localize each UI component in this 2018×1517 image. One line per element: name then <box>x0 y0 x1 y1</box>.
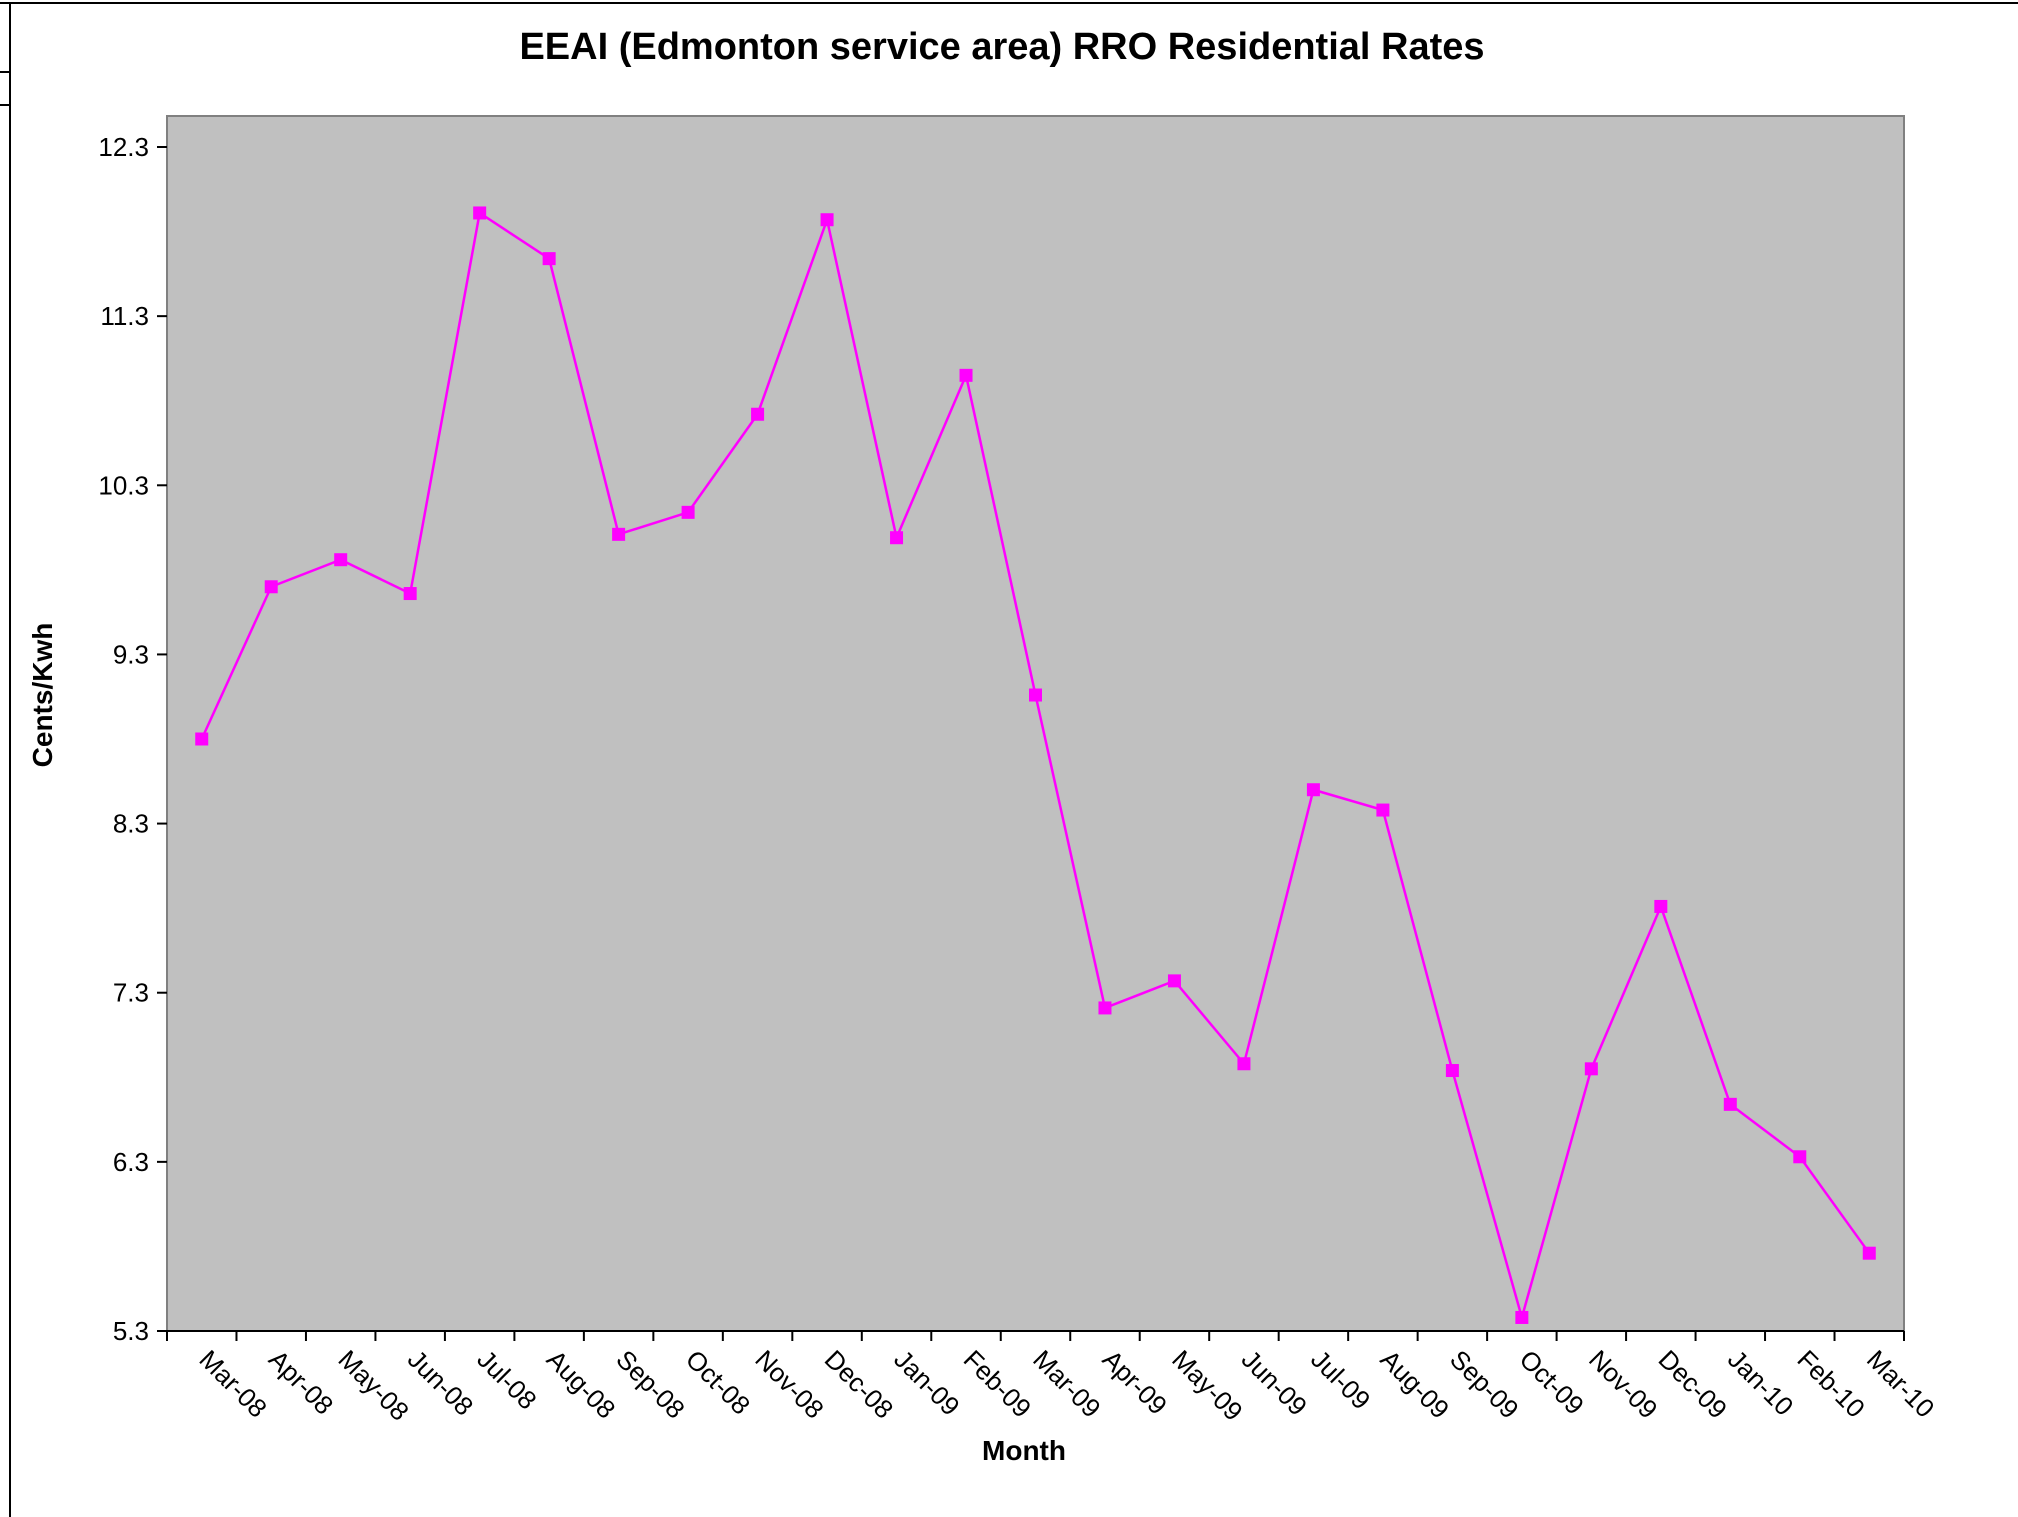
y-tick-label: 8.3 <box>113 809 149 839</box>
y-tick-label: 5.3 <box>113 1316 149 1346</box>
data-point <box>1237 1057 1251 1071</box>
y-tick-label: 11.3 <box>100 301 149 331</box>
x-tick-label: Sep-09 <box>1444 1344 1524 1424</box>
series-group <box>195 206 1876 1324</box>
data-point <box>1376 803 1390 817</box>
plot-area <box>166 115 1905 1332</box>
data-point <box>264 580 278 594</box>
x-tick-label: Feb-09 <box>958 1344 1037 1423</box>
x-tick-label: May-09 <box>1166 1344 1249 1427</box>
x-tick-label: May-08 <box>332 1344 415 1427</box>
x-tick-label: Nov-09 <box>1583 1344 1663 1424</box>
data-point <box>1167 974 1181 988</box>
data-point <box>1862 1246 1876 1260</box>
x-tick-label: Oct-08 <box>680 1344 756 1420</box>
x-axis-label: Month <box>982 1435 1066 1466</box>
x-tick-label: Feb-10 <box>1792 1344 1871 1423</box>
x-tick-label: Aug-08 <box>541 1344 621 1424</box>
data-point <box>403 587 417 601</box>
data-point <box>959 368 973 382</box>
x-axis: Mar-08Apr-08May-08Jun-08Jul-08Aug-08Sep-… <box>166 1330 1940 1427</box>
data-point <box>820 213 834 227</box>
y-tick-label: 7.3 <box>113 978 149 1008</box>
y-axis-label: Cents/Kwh <box>27 623 58 768</box>
data-point <box>542 252 556 266</box>
data-point <box>1445 1064 1459 1078</box>
data-point <box>890 531 904 545</box>
x-tick-label: Jun-08 <box>402 1344 479 1421</box>
data-point <box>1098 1001 1112 1015</box>
x-tick-label: Mar-10 <box>1861 1344 1940 1423</box>
data-point <box>1306 783 1320 797</box>
x-tick-label: Sep-08 <box>610 1344 690 1424</box>
y-tick-label: 12.3 <box>98 132 149 162</box>
data-point <box>473 206 487 220</box>
data-point <box>612 527 626 541</box>
x-tick-label: Aug-09 <box>1375 1344 1455 1424</box>
x-tick-label: Jun-09 <box>1236 1344 1313 1421</box>
data-point <box>1793 1150 1807 1164</box>
x-tick-label: Apr-08 <box>263 1344 339 1420</box>
data-point <box>1654 899 1668 913</box>
data-point <box>1029 688 1042 702</box>
x-tick-label: Jul-08 <box>471 1344 542 1415</box>
data-point <box>1584 1062 1598 1076</box>
y-axis: 12.3 11.3 10.3 9.3 8.3 7.3 6.3 5.3 <box>98 132 167 1346</box>
x-tick-label: Jan-10 <box>1722 1344 1799 1421</box>
data-point <box>681 505 695 519</box>
x-tick-label: Oct-09 <box>1514 1344 1590 1420</box>
x-tick-label: Dec-08 <box>819 1344 899 1424</box>
data-point <box>751 407 765 421</box>
data-point <box>195 732 209 746</box>
x-tick-label: Mar-08 <box>193 1344 272 1423</box>
y-tick-label: 6.3 <box>113 1147 149 1177</box>
x-tick-label: Dec-09 <box>1653 1344 1733 1424</box>
data-point <box>334 553 348 567</box>
x-tick-label: Nov-08 <box>749 1344 829 1424</box>
data-point <box>1723 1097 1737 1111</box>
x-tick-label: Apr-09 <box>1097 1344 1173 1420</box>
x-tick-label: Mar-09 <box>1027 1344 1106 1423</box>
y-tick-label: 9.3 <box>113 639 149 669</box>
chart-title: EEAI (Edmonton service area) RRO Residen… <box>519 26 1484 68</box>
x-tick-label: Jul-09 <box>1305 1344 1376 1415</box>
x-tick-label: Jan-09 <box>888 1344 965 1421</box>
data-point <box>1515 1310 1529 1324</box>
y-tick-label: 10.3 <box>98 470 149 500</box>
